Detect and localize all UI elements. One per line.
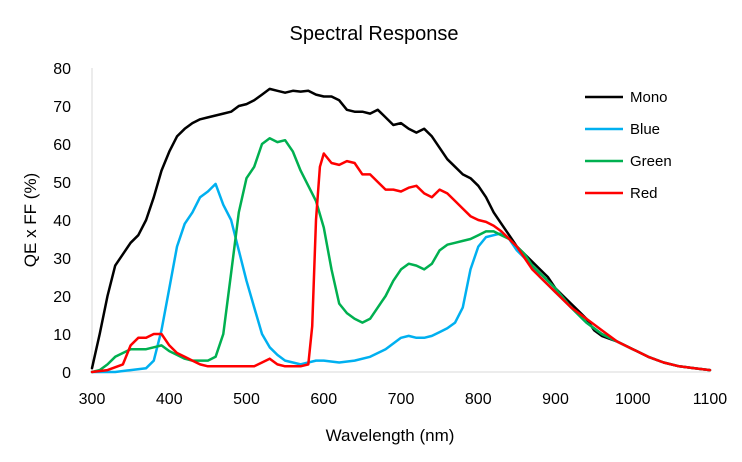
x-tick-label: 400 (156, 391, 183, 408)
plot-area (91, 68, 710, 373)
x-tick-labels: 300 400 500 600 700 800 900 1000 1100 (79, 391, 728, 408)
legend-label-blue: Blue (630, 121, 660, 138)
y-tick-label: 20 (53, 289, 71, 306)
series-line-blue (90, 182, 712, 374)
series-lines (90, 87, 712, 374)
y-tick-label: 40 (53, 213, 71, 230)
series-line-green (90, 137, 712, 374)
y-tick-label: 0 (62, 365, 71, 382)
x-tick-label: 600 (310, 391, 337, 408)
legend-label-green: Green (630, 153, 672, 170)
chart-title: Spectral Response (290, 23, 459, 45)
x-tick-label: 1000 (615, 391, 651, 408)
y-tick-labels: 0 10 20 30 40 50 60 70 80 (53, 61, 71, 382)
y-tick-label: 50 (53, 175, 71, 192)
x-tick-label: 800 (465, 391, 492, 408)
y-tick-label: 30 (53, 251, 71, 268)
y-tick-label: 10 (53, 327, 71, 344)
y-tick-label: 80 (53, 61, 71, 78)
series-line-mono (90, 87, 712, 372)
y-tick-label: 60 (53, 137, 71, 154)
legend-label-red: Red (630, 185, 658, 202)
x-tick-label: 700 (388, 391, 415, 408)
legend: Mono Blue Green Red (585, 89, 672, 202)
x-tick-label: 500 (233, 391, 260, 408)
y-tick-label: 70 (53, 99, 71, 116)
series-line-red (90, 152, 712, 374)
x-tick-label: 1100 (693, 391, 728, 408)
y-axis-title: QE x FF (%) (21, 173, 40, 267)
x-axis-title: Wavelength (nm) (326, 426, 455, 445)
x-tick-label: 300 (79, 391, 106, 408)
x-tick-label: 900 (542, 391, 569, 408)
legend-label-mono: Mono (630, 89, 668, 106)
